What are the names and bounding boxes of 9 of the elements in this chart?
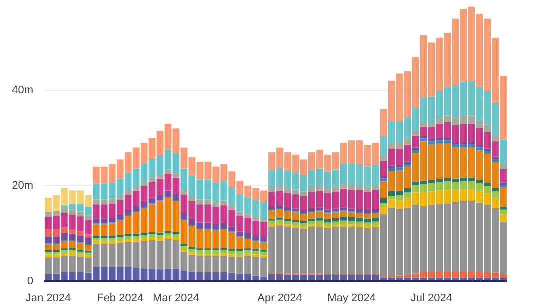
x-tick-label: Apr 2024 [258, 292, 302, 304]
x-tick-label: Mar 2024 [152, 292, 200, 304]
y-tick-label: 40m [12, 84, 34, 96]
x-tick-label: Feb 2024 [97, 292, 144, 304]
x-tick-label: Jul 2024 [410, 292, 452, 304]
x-tick-label: May 2024 [328, 292, 376, 304]
y-tick-label: 0 [27, 276, 34, 288]
y-tick-label: 20m [12, 180, 34, 192]
x-tick-label: Jan 2024 [26, 292, 72, 304]
